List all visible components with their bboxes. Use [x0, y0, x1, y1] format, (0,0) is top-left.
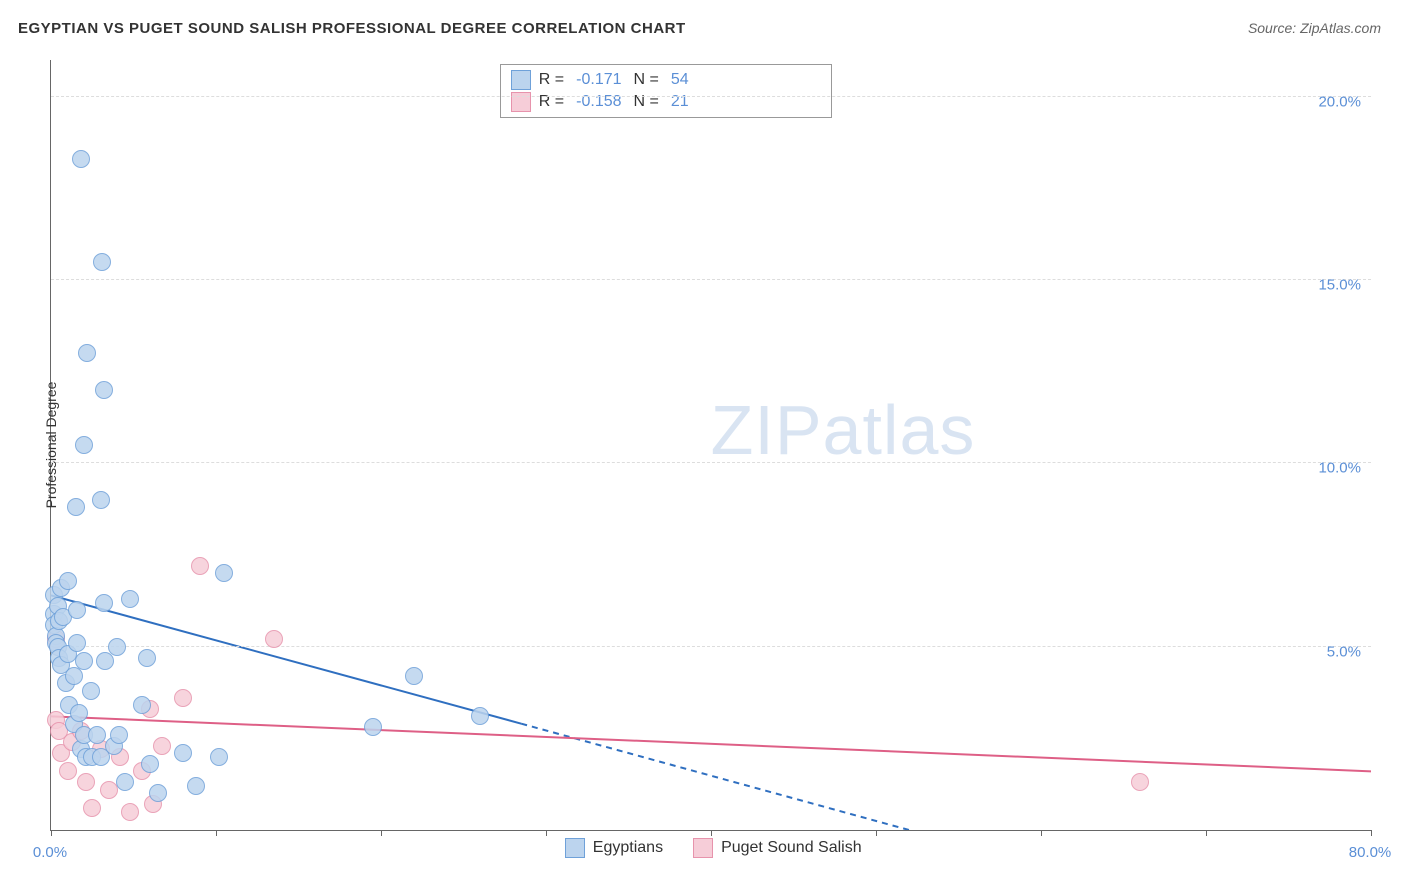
y-tick-label: 15.0% — [1318, 277, 1361, 294]
scatter-point — [83, 799, 101, 817]
scatter-point — [121, 803, 139, 821]
x-tick-label: 80.0% — [1349, 844, 1392, 861]
scatter-point — [141, 755, 159, 773]
x-tick — [51, 830, 52, 836]
scatter-point — [96, 652, 114, 670]
scatter-point — [153, 737, 171, 755]
regression-lines — [51, 60, 1371, 830]
x-tick — [546, 830, 547, 836]
n-label: N = — [634, 91, 659, 113]
scatter-point — [471, 707, 489, 725]
scatter-point — [75, 436, 93, 454]
swatch-legend-a — [565, 838, 585, 858]
scatter-point — [68, 601, 86, 619]
scatter-point — [121, 590, 139, 608]
r-value-b: -0.158 — [572, 91, 625, 113]
scatter-point — [405, 667, 423, 685]
x-tick — [711, 830, 712, 836]
scatter-point — [116, 773, 134, 791]
x-tick — [1371, 830, 1372, 836]
scatter-point — [110, 726, 128, 744]
swatch-series-a — [511, 70, 531, 90]
y-axis-label: Professional Degree — [43, 382, 59, 509]
scatter-point — [75, 652, 93, 670]
x-tick — [216, 830, 217, 836]
x-tick — [381, 830, 382, 836]
n-value-b: 21 — [667, 91, 693, 113]
gridline-h — [51, 646, 1371, 647]
scatter-point — [68, 634, 86, 652]
x-tick-label: 0.0% — [33, 844, 67, 861]
n-value-a: 54 — [667, 69, 693, 91]
scatter-point — [210, 748, 228, 766]
watermark-zip: ZIP — [711, 391, 823, 469]
y-tick-label: 5.0% — [1327, 643, 1361, 660]
scatter-point — [108, 638, 126, 656]
scatter-point — [364, 718, 382, 736]
legend-label-b: Puget Sound Salish — [721, 839, 862, 857]
scatter-point — [77, 773, 95, 791]
scatter-point — [82, 682, 100, 700]
scatter-point — [95, 381, 113, 399]
r-value-a: -0.171 — [572, 69, 625, 91]
correlation-stats-box: R = -0.171 N = 54 R = -0.158 N = 21 — [500, 64, 832, 118]
scatter-plot-area: Professional Degree ZIPatlas R = -0.171 … — [50, 60, 1371, 831]
x-tick — [876, 830, 877, 836]
scatter-point — [138, 649, 156, 667]
gridline-h — [51, 279, 1371, 280]
gridline-h — [51, 96, 1371, 97]
scatter-point — [67, 498, 85, 516]
legend-item-a: Egyptians — [565, 838, 663, 858]
scatter-point — [92, 491, 110, 509]
scatter-point — [93, 253, 111, 271]
source-attribution: Source: ZipAtlas.com — [1248, 20, 1381, 36]
r-label: R = — [539, 91, 564, 113]
watermark: ZIPatlas — [711, 390, 976, 470]
stats-row-series-b: R = -0.158 N = 21 — [511, 91, 821, 113]
scatter-point — [187, 777, 205, 795]
n-label: N = — [634, 69, 659, 91]
scatter-point — [174, 689, 192, 707]
scatter-point — [59, 762, 77, 780]
legend: Egyptians Puget Sound Salish — [565, 838, 862, 858]
scatter-point — [191, 557, 209, 575]
scatter-point — [215, 564, 233, 582]
scatter-point — [149, 784, 167, 802]
watermark-atlas: atlas — [823, 391, 976, 469]
scatter-point — [59, 572, 77, 590]
swatch-legend-b — [693, 838, 713, 858]
legend-item-b: Puget Sound Salish — [693, 838, 862, 858]
x-tick — [1041, 830, 1042, 836]
gridline-h — [51, 462, 1371, 463]
y-tick-label: 10.0% — [1318, 460, 1361, 477]
scatter-point — [88, 726, 106, 744]
scatter-point — [70, 704, 88, 722]
scatter-point — [174, 744, 192, 762]
legend-label-a: Egyptians — [593, 839, 663, 857]
scatter-point — [133, 696, 151, 714]
scatter-point — [100, 781, 118, 799]
x-tick — [1206, 830, 1207, 836]
chart-title: EGYPTIAN VS PUGET SOUND SALISH PROFESSIO… — [18, 20, 686, 37]
scatter-point — [1131, 773, 1149, 791]
y-tick-label: 20.0% — [1318, 93, 1361, 110]
scatter-point — [95, 594, 113, 612]
r-label: R = — [539, 69, 564, 91]
scatter-point — [265, 630, 283, 648]
scatter-point — [78, 344, 96, 362]
scatter-point — [72, 150, 90, 168]
stats-row-series-a: R = -0.171 N = 54 — [511, 69, 821, 91]
